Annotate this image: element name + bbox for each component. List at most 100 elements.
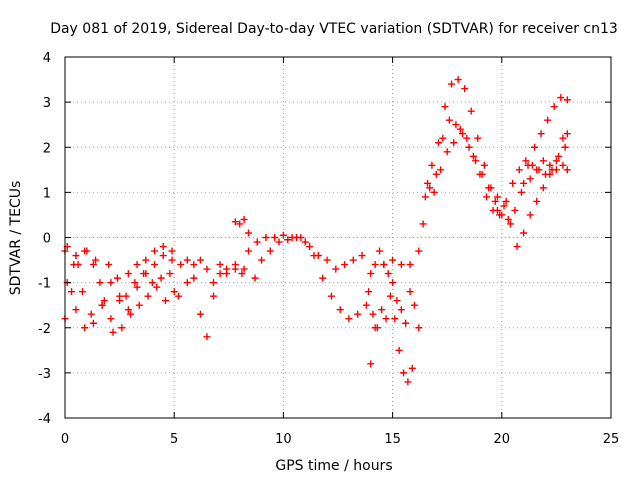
data-point — [323, 256, 331, 264]
data-point — [369, 310, 377, 318]
data-point — [105, 261, 113, 269]
data-point — [483, 193, 491, 201]
data-point — [452, 121, 460, 129]
series-track-4 — [63, 243, 176, 323]
data-point — [113, 274, 121, 282]
data-point — [555, 152, 563, 160]
series-track-12 — [371, 76, 501, 269]
data-point — [89, 261, 97, 269]
data-point — [210, 292, 218, 300]
data-point — [517, 188, 525, 196]
data-point — [133, 261, 141, 269]
data-point — [151, 247, 159, 255]
data-point — [404, 378, 412, 386]
x-tick-label: 15 — [384, 432, 401, 447]
y-tick-label: 4 — [43, 51, 51, 66]
data-point — [279, 231, 287, 239]
data-point — [539, 157, 547, 165]
series-track-13 — [419, 94, 571, 228]
data-point — [81, 324, 89, 332]
data-point — [448, 80, 456, 88]
data-point — [430, 188, 438, 196]
data-point — [552, 157, 560, 165]
data-point — [231, 265, 239, 273]
data-point — [434, 139, 442, 147]
data-point — [203, 333, 211, 341]
data-point — [144, 292, 152, 300]
data-point — [271, 234, 279, 241]
chart-title: Day 081 of 2019, Sidereal Day-to-day VTE… — [50, 21, 618, 37]
data-point — [190, 261, 198, 269]
y-tick-label: 0 — [43, 232, 51, 247]
data-point — [458, 130, 466, 138]
data-point — [168, 256, 176, 264]
data-point — [148, 279, 156, 287]
data-point — [415, 247, 423, 255]
data-point — [382, 315, 390, 323]
data-point — [472, 157, 480, 165]
data-point — [266, 247, 274, 255]
data-point — [238, 270, 246, 278]
data-point — [87, 310, 95, 318]
data-point — [68, 288, 76, 296]
data-point — [244, 247, 252, 255]
y-axis: -4 -3 -2 -1 0 1 2 3 4 — [38, 51, 611, 427]
data-point — [493, 193, 501, 201]
data-point — [550, 103, 558, 111]
x-tick-label: 0 — [61, 432, 69, 447]
data-point — [526, 211, 534, 219]
data-point — [142, 270, 150, 278]
data-point — [177, 261, 185, 269]
data-point — [386, 292, 394, 300]
data-point — [533, 197, 541, 205]
data-point — [89, 319, 97, 327]
data-point — [539, 184, 547, 192]
data-point — [262, 234, 270, 241]
data-point — [445, 116, 453, 124]
data-point — [118, 324, 126, 332]
data-point — [520, 229, 528, 237]
data-point — [531, 143, 539, 151]
data-point — [124, 306, 132, 314]
data-point — [367, 270, 375, 278]
data-point — [196, 310, 204, 318]
data-point — [515, 166, 523, 174]
data-point — [284, 236, 292, 244]
data-point — [439, 134, 447, 142]
data-point — [559, 161, 567, 169]
data-point — [223, 270, 231, 278]
data-point — [463, 134, 471, 142]
y-tick-label: -1 — [38, 277, 51, 292]
data-point — [81, 247, 89, 255]
data-point — [92, 256, 100, 264]
data-point — [210, 279, 218, 287]
data-point — [437, 166, 445, 174]
x-axis: 0 5 10 15 20 25 — [61, 57, 619, 447]
data-point — [476, 170, 484, 178]
data-point — [314, 252, 322, 260]
data-point — [122, 292, 130, 300]
data-point — [500, 202, 508, 210]
data-point — [183, 256, 191, 264]
x-tick-label: 5 — [170, 432, 178, 447]
data-point — [142, 256, 150, 264]
data-point — [107, 279, 115, 287]
data-point — [552, 166, 560, 174]
data-point — [406, 261, 414, 269]
data-point — [288, 234, 296, 241]
data-point — [504, 215, 512, 223]
data-point — [533, 166, 541, 174]
data-point — [389, 256, 397, 264]
data-point — [341, 261, 349, 269]
data-point — [327, 292, 335, 300]
y-tick-label: -3 — [38, 367, 51, 382]
series-track-16 — [520, 157, 571, 187]
data-point — [349, 256, 357, 264]
series-track-9 — [244, 229, 375, 278]
data-point — [520, 179, 528, 187]
data-point — [496, 211, 504, 219]
data-point — [428, 161, 436, 169]
data-point — [485, 184, 493, 192]
data-point — [509, 179, 517, 187]
data-point — [124, 270, 132, 278]
